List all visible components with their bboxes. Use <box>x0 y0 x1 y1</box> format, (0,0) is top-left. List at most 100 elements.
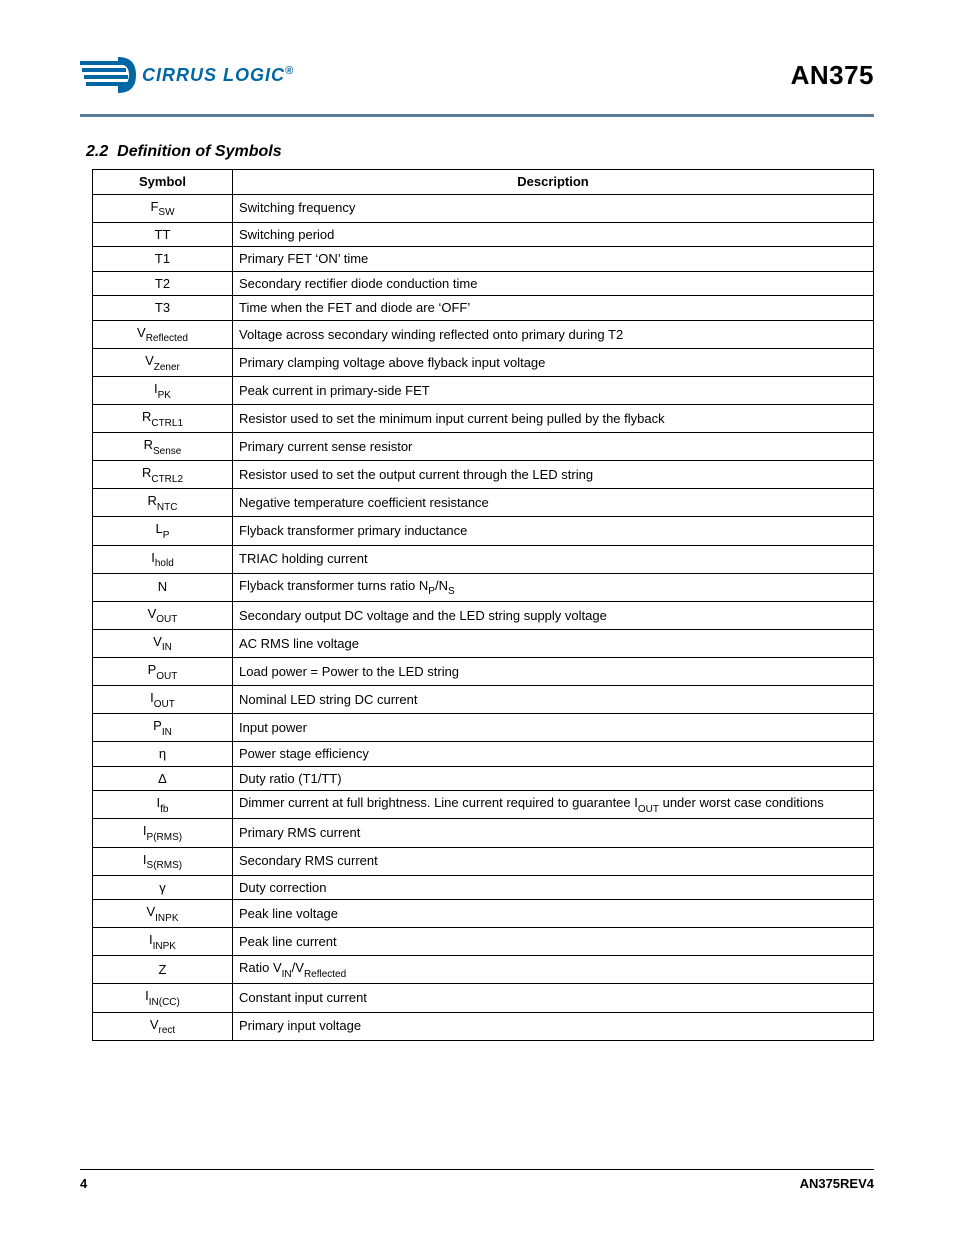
page-footer: 4 AN375REV4 <box>80 1169 874 1191</box>
description-cell: AC RMS line voltage <box>233 629 874 657</box>
symbol-cell: Δ <box>93 766 233 791</box>
table-row: LPFlyback transformer primary inductance <box>93 517 874 545</box>
symbol-cell: PIN <box>93 714 233 742</box>
symbol-cell: T3 <box>93 296 233 321</box>
description-cell: Voltage across secondary winding reflect… <box>233 320 874 348</box>
table-row: PINInput power <box>93 714 874 742</box>
table-row: VINAC RMS line voltage <box>93 629 874 657</box>
table-row: IP(RMS)Primary RMS current <box>93 819 874 847</box>
table-row: RCTRL2Resistor used to set the output cu… <box>93 461 874 489</box>
description-cell: TRIAC holding current <box>233 545 874 573</box>
description-cell: Primary current sense resistor <box>233 433 874 461</box>
symbol-cell: VIN <box>93 629 233 657</box>
description-cell: Secondary rectifier diode conduction tim… <box>233 271 874 296</box>
footer-rule <box>80 1169 874 1170</box>
table-row: T2Secondary rectifier diode conduction t… <box>93 271 874 296</box>
description-cell: Time when the FET and diode are ‘OFF’ <box>233 296 874 321</box>
table-row: TTSwitching period <box>93 222 874 247</box>
symbol-cell: IIN(CC) <box>93 984 233 1012</box>
symbol-cell: γ <box>93 875 233 900</box>
description-cell: Flyback transformer primary inductance <box>233 517 874 545</box>
table-row: VINPKPeak line voltage <box>93 900 874 928</box>
table-row: NFlyback transformer turns ratio NP/NS <box>93 573 874 601</box>
symbol-cell: T2 <box>93 271 233 296</box>
description-cell: Primary clamping voltage above flyback i… <box>233 348 874 376</box>
description-cell: Flyback transformer turns ratio NP/NS <box>233 573 874 601</box>
page-number: 4 <box>80 1176 87 1191</box>
table-header-row: Symbol Description <box>93 170 874 195</box>
table-row: IholdTRIAC holding current <box>93 545 874 573</box>
table-row: VZenerPrimary clamping voltage above fly… <box>93 348 874 376</box>
table-row: IPKPeak current in primary-side FET <box>93 377 874 405</box>
company-logo: CIRRUS LOGIC® <box>80 53 294 97</box>
table-row: RSensePrimary current sense resistor <box>93 433 874 461</box>
symbol-cell: Ifb <box>93 791 233 819</box>
page-header: CIRRUS LOGIC® AN375 <box>80 40 874 110</box>
document-id: AN375 <box>791 60 874 91</box>
description-cell: Peak line current <box>233 928 874 956</box>
symbol-cell: T1 <box>93 247 233 272</box>
symbol-cell: FSW <box>93 194 233 222</box>
table-row: IIN(CC)Constant input current <box>93 984 874 1012</box>
description-cell: Nominal LED string DC current <box>233 686 874 714</box>
description-cell: Dimmer current at full brightness. Line … <box>233 791 874 819</box>
table-row: VOUTSecondary output DC voltage and the … <box>93 601 874 629</box>
description-cell: Primary FET ‘ON’ time <box>233 247 874 272</box>
symbol-cell: IP(RMS) <box>93 819 233 847</box>
table-row: IINPKPeak line current <box>93 928 874 956</box>
description-cell: Switching period <box>233 222 874 247</box>
description-cell: Duty ratio (T1/TT) <box>233 766 874 791</box>
symbol-cell: Z <box>93 956 233 984</box>
symbol-cell: POUT <box>93 657 233 685</box>
description-cell: Secondary output DC voltage and the LED … <box>233 601 874 629</box>
section-number: 2.2 <box>86 143 108 160</box>
table-row: FSWSwitching frequency <box>93 194 874 222</box>
table-row: VReflectedVoltage across secondary windi… <box>93 320 874 348</box>
symbol-cell: IS(RMS) <box>93 847 233 875</box>
description-cell: Resistor used to set the minimum input c… <box>233 405 874 433</box>
symbol-cell: IOUT <box>93 686 233 714</box>
table-row: ηPower stage efficiency <box>93 742 874 767</box>
description-cell: Constant input current <box>233 984 874 1012</box>
description-cell: Power stage efficiency <box>233 742 874 767</box>
section-heading: 2.2 Definition of Symbols <box>86 143 874 161</box>
symbol-cell: RSense <box>93 433 233 461</box>
symbol-cell: VINPK <box>93 900 233 928</box>
table-row: T1Primary FET ‘ON’ time <box>93 247 874 272</box>
company-name: CIRRUS LOGIC® <box>142 65 294 86</box>
table-row: VrectPrimary input voltage <box>93 1012 874 1040</box>
table-row: ΔDuty ratio (T1/TT) <box>93 766 874 791</box>
symbol-definition-table: Symbol Description FSWSwitching frequenc… <box>92 169 874 1041</box>
symbol-cell: N <box>93 573 233 601</box>
symbol-cell: LP <box>93 517 233 545</box>
description-cell: Primary input voltage <box>233 1012 874 1040</box>
symbol-cell: VZener <box>93 348 233 376</box>
symbol-cell: RCTRL2 <box>93 461 233 489</box>
symbol-cell: Vrect <box>93 1012 233 1040</box>
table-row: ZRatio VIN/VReflected <box>93 956 874 984</box>
table-row: γDuty correction <box>93 875 874 900</box>
description-cell: Ratio VIN/VReflected <box>233 956 874 984</box>
table-row: IfbDimmer current at full brightness. Li… <box>93 791 874 819</box>
symbol-cell: TT <box>93 222 233 247</box>
symbol-cell: IINPK <box>93 928 233 956</box>
table-row: IOUTNominal LED string DC current <box>93 686 874 714</box>
description-cell: Switching frequency <box>233 194 874 222</box>
section-title-text: Definition of Symbols <box>117 143 281 160</box>
symbol-cell: Ihold <box>93 545 233 573</box>
description-cell: Duty correction <box>233 875 874 900</box>
description-cell: Load power = Power to the LED string <box>233 657 874 685</box>
col-header-symbol: Symbol <box>93 170 233 195</box>
symbol-cell: η <box>93 742 233 767</box>
description-cell: Resistor used to set the output current … <box>233 461 874 489</box>
header-rule <box>80 114 874 117</box>
symbol-cell: RCTRL1 <box>93 405 233 433</box>
description-cell: Primary RMS current <box>233 819 874 847</box>
logo-mark-icon <box>80 53 136 97</box>
description-cell: Secondary RMS current <box>233 847 874 875</box>
symbol-cell: RNTC <box>93 489 233 517</box>
description-cell: Peak line voltage <box>233 900 874 928</box>
symbol-cell: VOUT <box>93 601 233 629</box>
table-row: RCTRL1Resistor used to set the minimum i… <box>93 405 874 433</box>
table-row: T3Time when the FET and diode are ‘OFF’ <box>93 296 874 321</box>
